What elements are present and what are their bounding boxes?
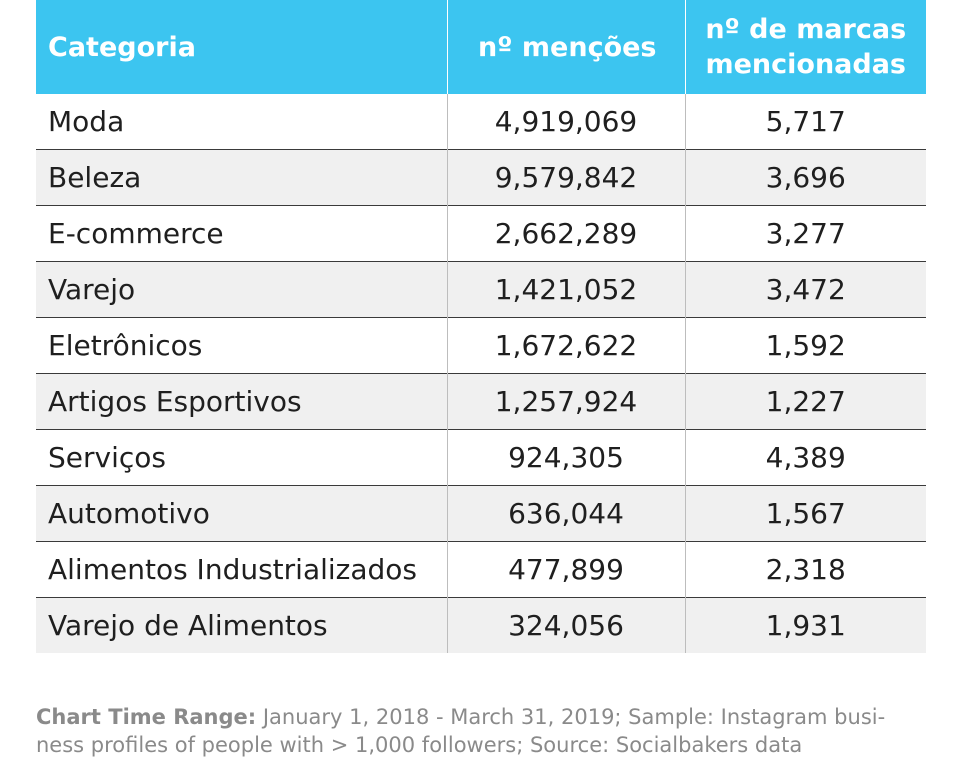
cell-categoria: Alimentos Industrializados xyxy=(36,541,448,598)
cell-marcas: 3,696 xyxy=(685,149,926,206)
table-row: Varejo de Alimentos 324,056 1,931 xyxy=(36,597,926,653)
table-row: Automotivo 636,044 1,567 xyxy=(36,485,926,542)
cell-mencoes: 924,305 xyxy=(447,429,686,486)
cell-mencoes: 4,919,069 xyxy=(447,94,686,150)
cell-mencoes: 636,044 xyxy=(447,485,686,542)
table-header: Categoria nº menções nº de marcas mencio… xyxy=(36,0,926,94)
header-marcas: nº de marcas mencionadas xyxy=(685,0,926,94)
header-mencoes: nº menções xyxy=(447,0,686,94)
table-row: Varejo 1,421,052 3,472 xyxy=(36,261,926,318)
cell-categoria: Moda xyxy=(36,94,448,150)
cell-categoria: Automotivo xyxy=(36,485,448,542)
cell-marcas: 1,227 xyxy=(685,373,926,430)
table-row: Beleza 9,579,842 3,696 xyxy=(36,149,926,206)
table-row: Moda 4,919,069 5,717 xyxy=(36,94,926,150)
cell-mencoes: 1,421,052 xyxy=(447,261,686,318)
header-categoria: Categoria xyxy=(36,0,448,94)
cell-categoria: Artigos Esportivos xyxy=(36,373,448,430)
cell-mencoes: 9,579,842 xyxy=(447,149,686,206)
cell-categoria: Serviços xyxy=(36,429,448,486)
table-row: E-commerce 2,662,289 3,277 xyxy=(36,205,926,262)
header-marcas-line2: mencionadas xyxy=(705,49,907,80)
cell-marcas: 2,318 xyxy=(685,541,926,598)
footnote: Chart Time Range: January 1, 2018 - Marc… xyxy=(36,703,926,759)
cell-categoria: Eletrônicos xyxy=(36,317,448,374)
cell-mencoes: 1,257,924 xyxy=(447,373,686,430)
cell-categoria: Varejo de Alimentos xyxy=(36,597,448,653)
cell-categoria: Beleza xyxy=(36,149,448,206)
table-row: Serviços 924,305 4,389 xyxy=(36,429,926,486)
data-table: Categoria nº menções nº de marcas mencio… xyxy=(36,0,926,653)
cell-categoria: Varejo xyxy=(36,261,448,318)
header-marcas-line1: nº de marcas xyxy=(705,14,907,45)
cell-marcas: 1,931 xyxy=(685,597,926,653)
table-row: Eletrônicos 1,672,622 1,592 xyxy=(36,317,926,374)
cell-mencoes: 324,056 xyxy=(447,597,686,653)
cell-marcas: 3,277 xyxy=(685,205,926,262)
cell-marcas: 3,472 xyxy=(685,261,926,318)
data-table-container: Categoria nº menções nº de marcas mencio… xyxy=(36,0,926,653)
table-row: Artigos Esportivos 1,257,924 1,227 xyxy=(36,373,926,430)
cell-mencoes: 477,899 xyxy=(447,541,686,598)
cell-marcas: 4,389 xyxy=(685,429,926,486)
table-body: Moda 4,919,069 5,717 Beleza 9,579,842 3,696 E-… xyxy=(36,94,926,653)
footnote-label: Chart Time Range: xyxy=(36,705,257,729)
table-row: Alimentos Industrializados 477,899 2,318 xyxy=(36,541,926,598)
cell-mencoes: 1,672,622 xyxy=(447,317,686,374)
cell-categoria: E-commerce xyxy=(36,205,448,262)
cell-marcas: 5,717 xyxy=(685,94,926,150)
footnote-text: January 1, 2018 - March 31, 2019; Sample… xyxy=(36,705,886,757)
cell-mencoes: 2,662,289 xyxy=(447,205,686,262)
header-row: Categoria nº menções nº de marcas mencio… xyxy=(36,0,926,94)
cell-marcas: 1,567 xyxy=(685,485,926,542)
cell-marcas: 1,592 xyxy=(685,317,926,374)
